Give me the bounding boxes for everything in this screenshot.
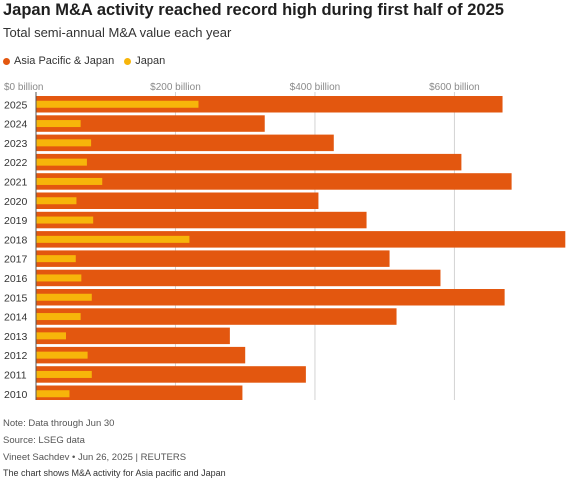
source-line: Source: LSEG data [3, 435, 85, 446]
bar-asia-pacific [36, 250, 390, 267]
y-category-label: 2025 [4, 99, 28, 111]
chart-caption: The chart shows M&A activity for Asia pa… [3, 468, 226, 478]
x-tick-label: $600 billion [429, 82, 480, 93]
bar-asia-pacific [36, 153, 462, 171]
bar-japan [36, 313, 81, 321]
legend-item-japan: Japan [124, 55, 165, 67]
x-tick-label: $0 billion [4, 82, 43, 93]
y-category-label: 2015 [4, 292, 28, 304]
bar-asia-pacific [36, 327, 230, 345]
bar-japan [36, 370, 92, 378]
bar-japan [36, 255, 76, 263]
y-category-label: 2023 [4, 138, 28, 150]
bar-japan [36, 100, 199, 108]
y-category-label: 2011 [4, 369, 27, 381]
bar-japan [36, 332, 66, 340]
y-category-label: 2014 [4, 312, 28, 324]
y-category-label: 2018 [4, 234, 28, 246]
y-category-label: 2017 [4, 254, 28, 266]
bar-asia-pacific [36, 308, 397, 325]
legend-label-asia: Asia Pacific & Japan [14, 55, 115, 67]
y-category-label: 2019 [4, 215, 28, 227]
y-category-label: 2022 [4, 157, 28, 169]
bar-japan [36, 177, 103, 185]
bar-japan [36, 120, 81, 128]
bar-japan [36, 139, 92, 147]
legend: Asia Pacific & Japan Japan [3, 55, 165, 67]
legend-label-japan: Japan [135, 55, 166, 67]
bar-asia-pacific [36, 115, 265, 132]
bar-asia-pacific [36, 211, 367, 229]
y-category-label: 2012 [4, 350, 28, 362]
legend-swatch-asia [3, 57, 10, 65]
bar-asia-pacific [36, 289, 505, 306]
chart-subtitle: Total semi-annual M&A value each year [3, 25, 232, 40]
bar-japan [36, 235, 190, 243]
x-tick-label: $400 billion [290, 82, 341, 93]
legend-swatch-japan [124, 57, 132, 65]
y-category-label: 2016 [4, 273, 28, 285]
bar-japan [36, 158, 87, 166]
bar-asia-pacific [36, 192, 319, 209]
bar-asia-pacific [36, 173, 512, 190]
bar-asia-pacific [36, 269, 441, 287]
footnote: Note: Data through Jun 30 [3, 418, 115, 429]
y-category-label: 2024 [4, 119, 28, 131]
bar-asia-pacific [36, 346, 246, 364]
y-category-label: 2013 [4, 331, 28, 343]
byline: Vineet Sachdev • Jun 26, 2025 | REUTERS [3, 452, 187, 463]
bar-japan [36, 351, 88, 359]
y-category-label: 2021 [4, 176, 28, 188]
legend-item-asia: Asia Pacific & Japan [3, 55, 114, 67]
bar-chart: $0 billion $200 billion $400 billion $600 b… [4, 82, 566, 400]
bar-asia-pacific [36, 231, 566, 248]
bar-japan [36, 274, 82, 282]
bar-asia-pacific [36, 134, 334, 152]
bar-japan [36, 390, 70, 398]
bar-japan [36, 197, 77, 205]
y-category-label: 2010 [4, 389, 28, 400]
chart-title: Japan M&A activity reached record high d… [3, 1, 504, 19]
x-tick-label: $200 billion [150, 82, 201, 93]
bar-japan [36, 293, 92, 301]
bar-japan [36, 216, 94, 224]
bar-asia-pacific [36, 96, 503, 113]
bar-asia-pacific [36, 366, 306, 383]
y-category-label: 2020 [4, 196, 28, 208]
bar-asia-pacific [36, 385, 243, 400]
